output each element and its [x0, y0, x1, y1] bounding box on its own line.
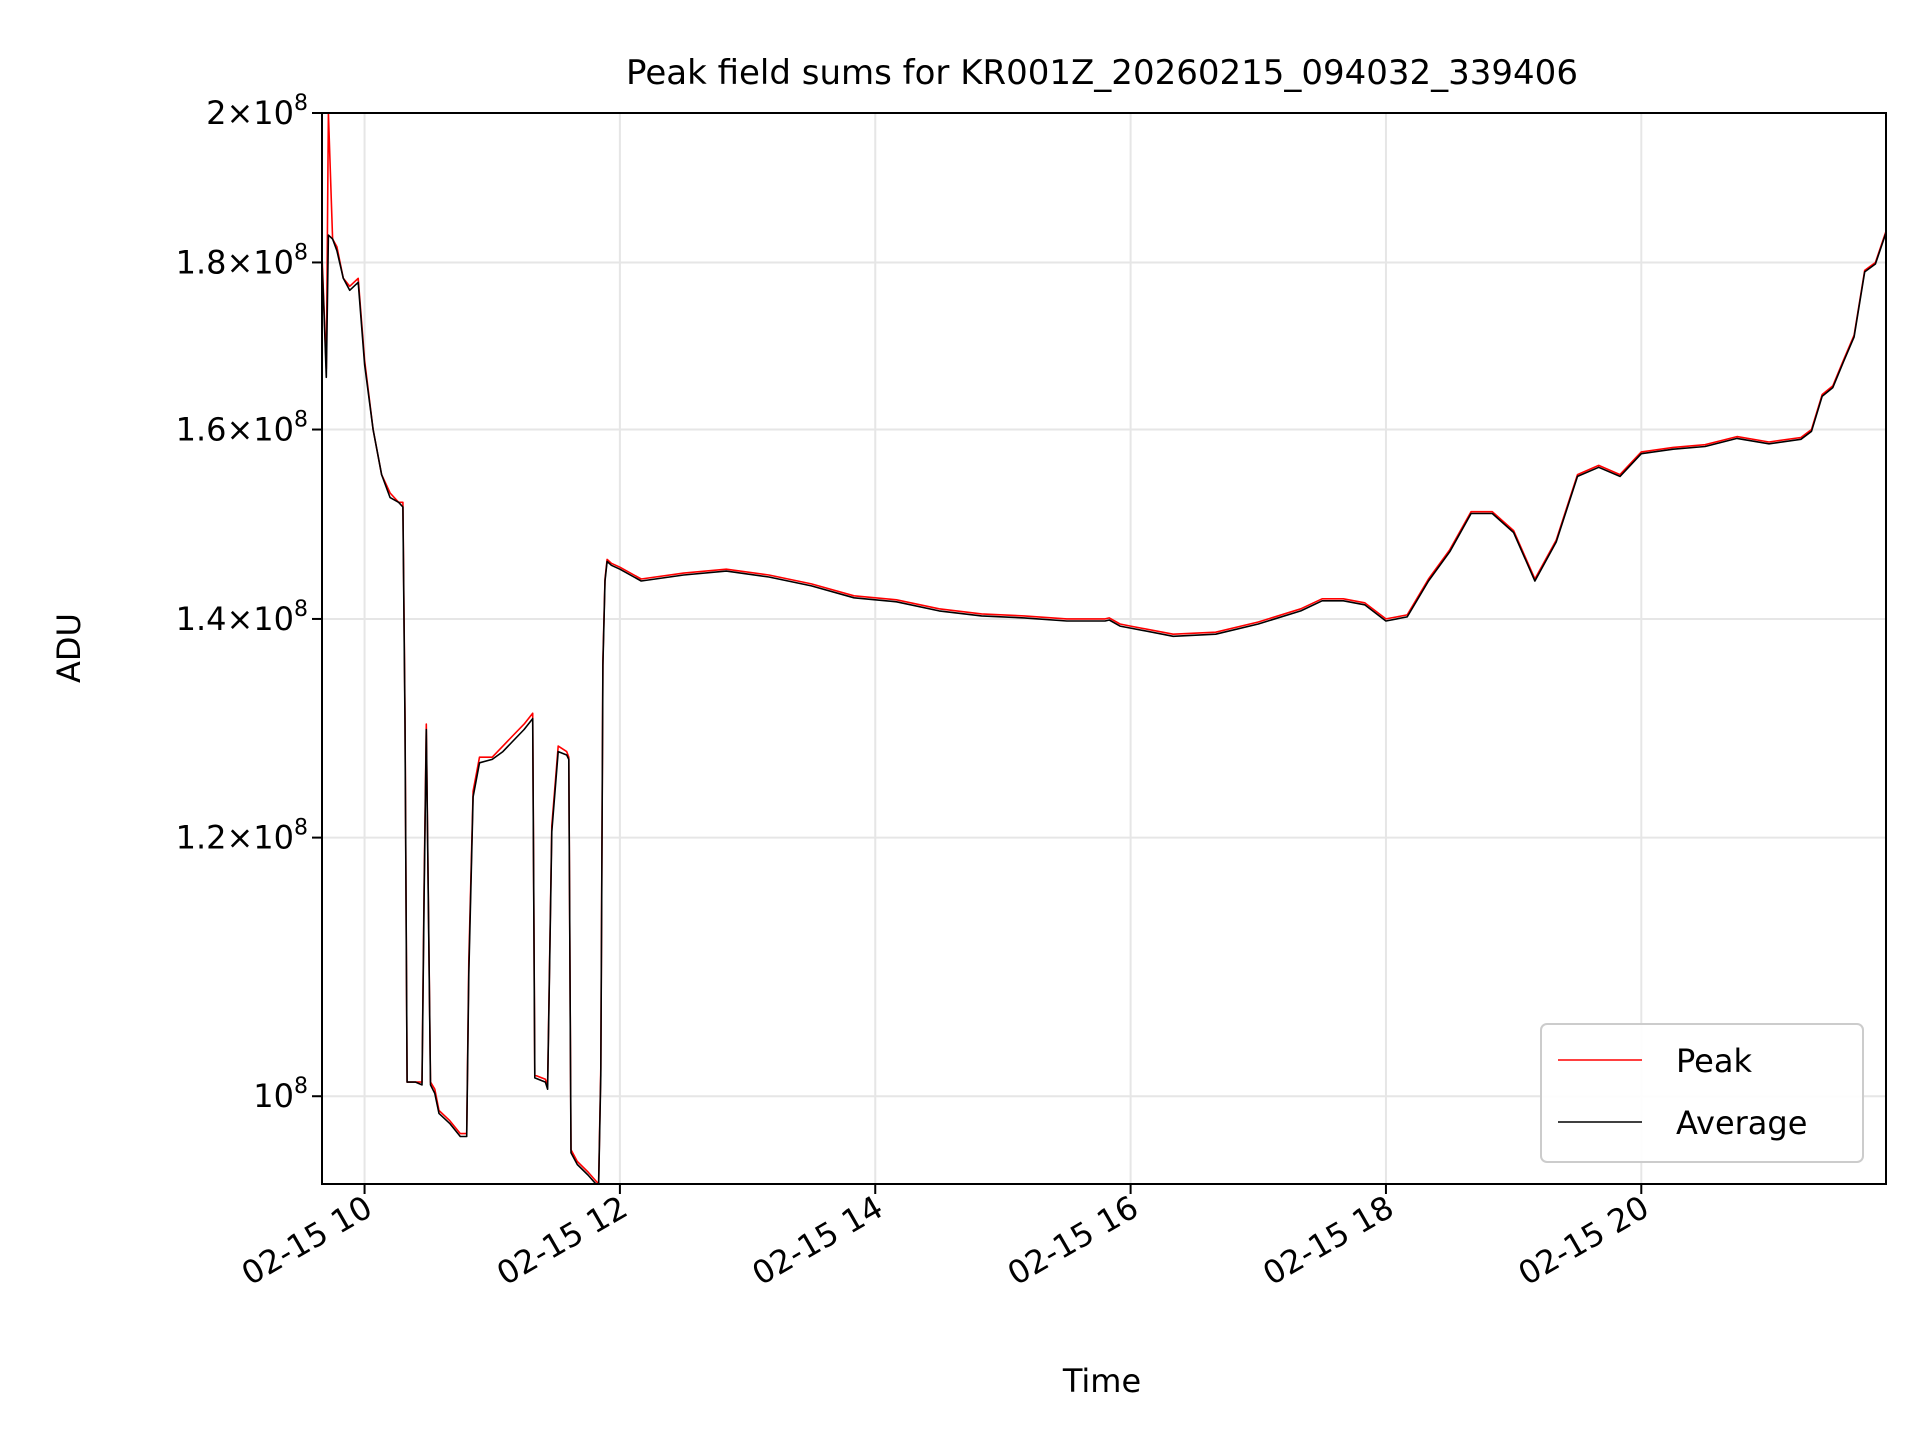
- chart-title: Peak field sums for KR001Z_20260215_0940…: [626, 53, 1578, 93]
- legend-box: [1540, 1023, 1864, 1163]
- y-axis-label: ADU: [50, 613, 88, 683]
- legend: Peak Average: [1540, 1023, 1864, 1163]
- plot-frame: [321, 112, 1887, 1185]
- x-axis-label: Time: [1062, 1362, 1141, 1400]
- y-tick-label: 1.4×108: [176, 597, 308, 638]
- legend-peak-label: Peak: [1676, 1042, 1752, 1080]
- y-tick-label: 2×108: [206, 91, 308, 132]
- y-axis: 108 1.2×108 1.4×108 1.6×108 1.8×108 2×108: [176, 91, 322, 1115]
- y-tick-label: 108: [253, 1074, 308, 1115]
- series-line-average: [322, 232, 1886, 1184]
- y-tick-label: 1.2×108: [176, 816, 308, 857]
- y-tick-label: 1.6×108: [176, 408, 308, 449]
- series-lines: [322, 113, 1886, 1184]
- y-tick-label: 1.8×108: [176, 240, 308, 281]
- legend-average-label: Average: [1676, 1104, 1807, 1142]
